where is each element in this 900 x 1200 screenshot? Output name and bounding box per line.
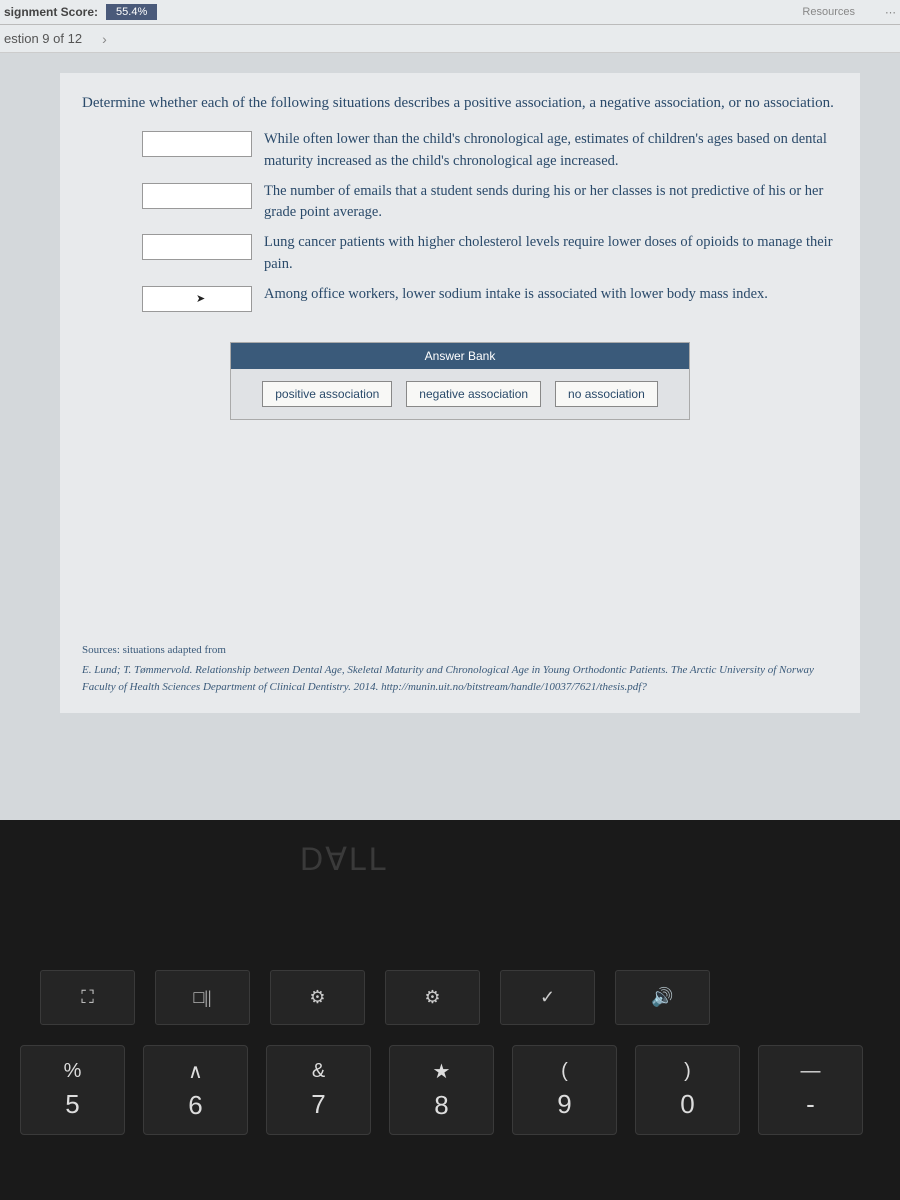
num-key-minus: — - [758, 1045, 863, 1135]
resources-button[interactable]: Resources [802, 6, 855, 19]
situation-text: Among office workers, lower sodium intak… [264, 284, 838, 306]
num-key-6: ∧ 6 [143, 1045, 248, 1135]
question-nav-bar: estion 9 of 12 › [0, 25, 900, 53]
answer-bank-items: positive association negative associatio… [231, 369, 689, 419]
cursor-icon: ➤ [196, 292, 205, 305]
key-lower: 0 [680, 1089, 694, 1120]
question-counter: estion 9 of 12 [4, 31, 82, 46]
num-key-8: ★ 8 [389, 1045, 494, 1135]
situation-text: The number of emails that a student send… [264, 181, 838, 225]
answer-bank-header: Answer Bank [231, 343, 689, 369]
situation-row: Lung cancer patients with higher cholest… [142, 232, 838, 276]
fn-key: ⚙ [385, 970, 480, 1025]
key-upper: ) [684, 1060, 691, 1083]
sources-detail: E. Lund; T. Tømmervold. Relationship bet… [82, 662, 838, 695]
num-key-7: & 7 [266, 1045, 371, 1135]
situation-row: ➤ Among office workers, lower sodium int… [142, 284, 838, 312]
key-lower: - [806, 1089, 815, 1120]
drop-zone[interactable] [142, 234, 252, 260]
drop-zone[interactable] [142, 131, 252, 157]
situation-row: The number of emails that a student send… [142, 181, 838, 225]
num-key-9: ( 9 [512, 1045, 617, 1135]
key-lower: 8 [434, 1090, 448, 1121]
key-upper: & [312, 1060, 325, 1083]
answer-bank: Answer Bank positive association negativ… [230, 342, 690, 420]
key-lower: 9 [557, 1089, 571, 1120]
next-question-chevron[interactable]: › [102, 31, 107, 47]
top-bar: signment Score: 55.4% Resources ⋯ [0, 0, 900, 25]
key-upper: ∧ [188, 1059, 203, 1084]
key-upper: ★ [433, 1059, 451, 1084]
screen-area: signment Score: 55.4% Resources ⋯ estion… [0, 0, 900, 820]
fn-key: ⛶ [40, 970, 135, 1025]
key-upper: ( [561, 1060, 568, 1083]
sources-title: Sources: situations adapted from [82, 642, 838, 659]
toolbar-item[interactable]: ⋯ [885, 6, 896, 19]
key-lower: 6 [188, 1090, 202, 1121]
key-lower: 7 [311, 1089, 325, 1120]
assignment-score-label: signment Score: [4, 5, 98, 19]
question-prompt: Determine whether each of the following … [82, 91, 838, 115]
answer-option-negative[interactable]: negative association [406, 381, 541, 407]
key-upper: — [801, 1060, 821, 1083]
dell-logo: D∀LL [300, 840, 389, 878]
fn-key: □|| [155, 970, 250, 1025]
situation-text: While often lower than the child's chron… [264, 129, 838, 173]
key-upper: % [64, 1060, 82, 1083]
num-key-5: % 5 [20, 1045, 125, 1135]
key-lower: 5 [65, 1089, 79, 1120]
assignment-score-value: 55.4% [106, 4, 157, 20]
sources-block: Sources: situations adapted from E. Lund… [82, 642, 838, 696]
fn-key: ⚙ [270, 970, 365, 1025]
fn-key: 🔊 [615, 970, 710, 1025]
answer-option-positive[interactable]: positive association [262, 381, 392, 407]
fn-key: ✓ [500, 970, 595, 1025]
keyboard: ⛶ □|| ⚙ ⚙ ✓ 🔊 % 5 ∧ 6 & 7 ★ 8 ( 9 ) 0 [0, 960, 900, 1200]
situations-list: While often lower than the child's chron… [142, 129, 838, 312]
fn-key-row: ⛶ □|| ⚙ ⚙ ✓ 🔊 [0, 960, 900, 1035]
answer-option-none[interactable]: no association [555, 381, 658, 407]
drop-zone[interactable] [142, 183, 252, 209]
situation-row: While often lower than the child's chron… [142, 129, 838, 173]
top-toolbar-icons: Resources ⋯ [802, 6, 896, 19]
question-panel: Determine whether each of the following … [60, 73, 860, 713]
situation-text: Lung cancer patients with higher cholest… [264, 232, 838, 276]
num-key-0: ) 0 [635, 1045, 740, 1135]
num-key-row: % 5 ∧ 6 & 7 ★ 8 ( 9 ) 0 — - [0, 1035, 900, 1145]
